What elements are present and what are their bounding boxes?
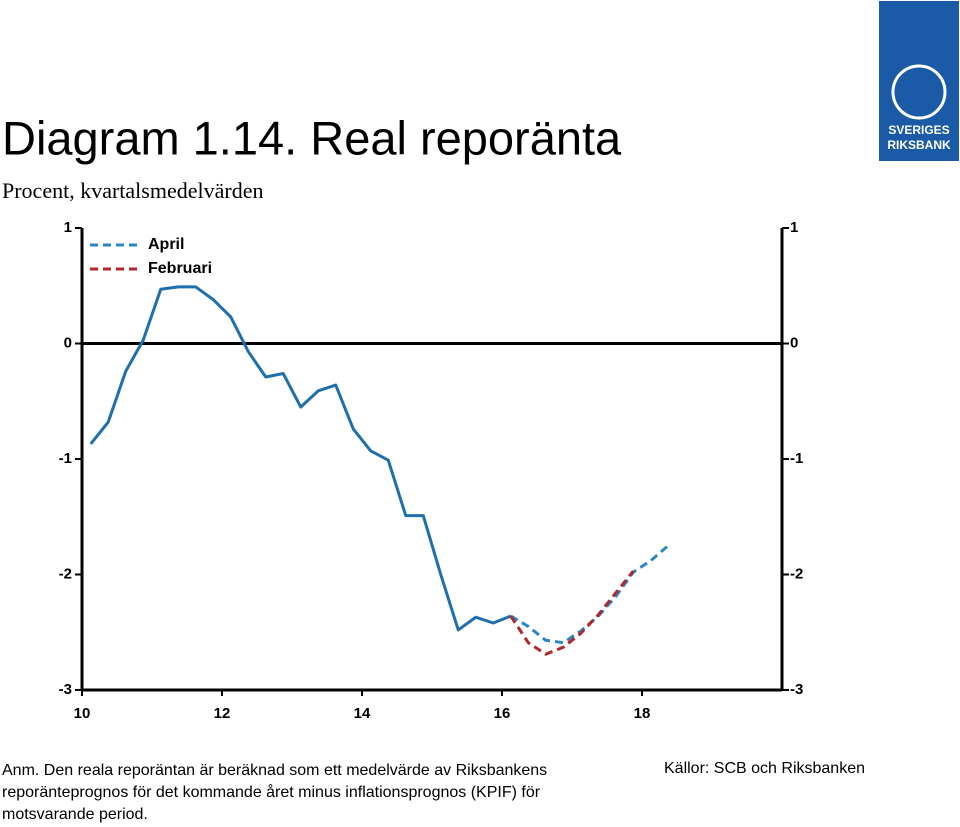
y-tick-label: -3: [59, 681, 72, 698]
chart-subtitle: Procent, kvartalsmedelvärden: [2, 178, 263, 203]
x-tick-label: 18: [634, 705, 651, 722]
y-tick-label: -1: [59, 450, 72, 467]
y-tick-label: -2: [59, 565, 72, 582]
logo: [879, 1, 959, 161]
source: Källor: SCB och Riksbanken: [664, 760, 865, 777]
x-tick-label: 10: [74, 705, 91, 722]
chart-title: Diagram 1.14. Real reporänta: [2, 111, 622, 164]
x-tick-label: 12: [214, 705, 231, 722]
y2-tick-label: -2: [790, 565, 803, 582]
logo-emblem: [891, 64, 947, 120]
y2-tick-label: -1: [790, 450, 803, 467]
note: Anm. Den reala reporäntan är beräknad so…: [2, 762, 548, 823]
logo-text: SVERIGES: [888, 123, 949, 137]
x-tick-label: 16: [494, 705, 511, 722]
series-line: [509, 570, 635, 656]
y2-tick-label: -3: [790, 681, 803, 698]
x-tick-label: 14: [354, 705, 371, 722]
series-line: [89, 285, 512, 632]
y2-tick-label: 0: [790, 334, 798, 351]
series-line: [509, 544, 670, 645]
legend-label: April: [148, 236, 184, 253]
logo-text: RIKSBANK: [887, 138, 951, 152]
y2-tick-label: 1: [790, 219, 798, 236]
y-tick-label: 0: [64, 334, 72, 351]
legend-label: Februari: [148, 260, 212, 277]
y-tick-label: 1: [64, 219, 72, 236]
